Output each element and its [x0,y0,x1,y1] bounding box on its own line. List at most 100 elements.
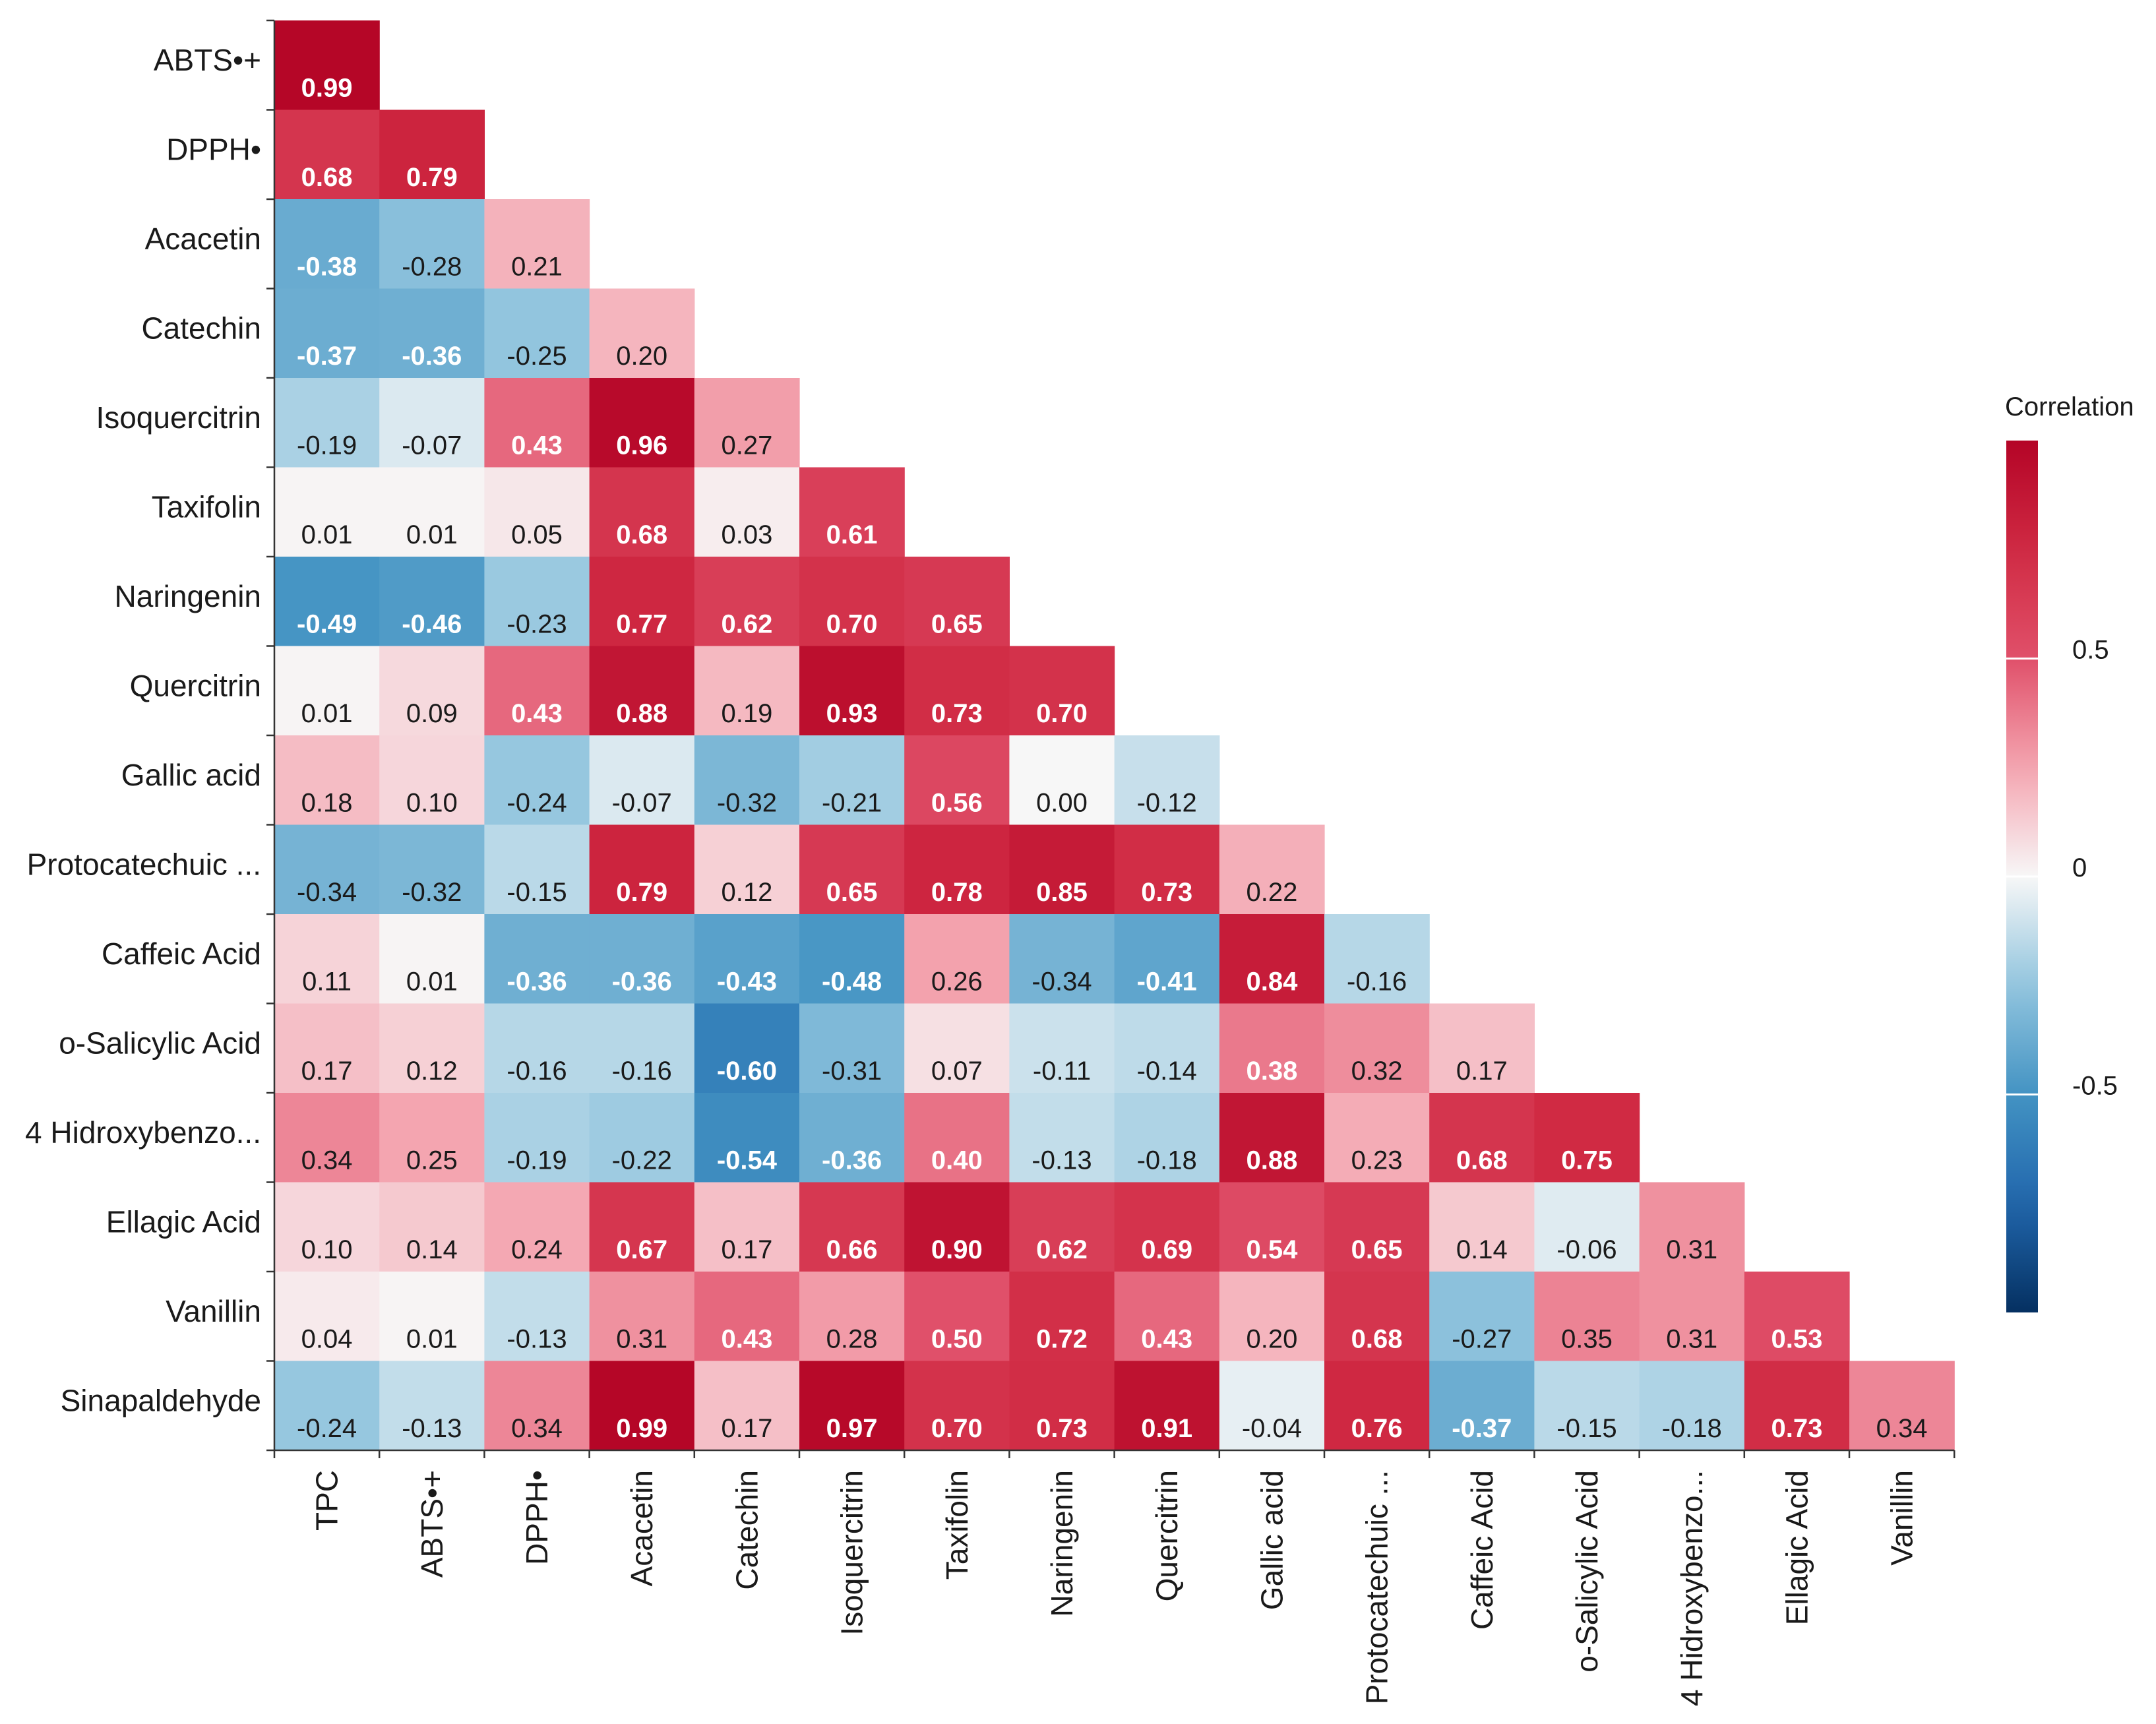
cell-value-label: 0.84 [1246,968,1298,997]
heatmap-cell [694,557,800,647]
cell-value-label: 0.69 [1141,1235,1192,1264]
heatmap-cell [904,1182,1010,1272]
heatmap-cell [274,557,380,647]
cell-value-label: -0.43 [717,968,777,997]
column-labels: TPC ABTS•+ DPPH• Acacetin Catechin Isoquercit… [310,1470,1919,1706]
heatmap-cell [1009,1272,1115,1362]
cell-value-label: 0.22 [1246,878,1297,907]
cell-value-label: 0.88 [616,699,667,728]
cell-value-label: 0.34 [511,1414,563,1443]
cell-value-label: -0.28 [402,253,462,282]
cell-value-label: 0.73 [931,699,983,728]
heatmap-cell [1324,1361,1430,1451]
cell-value-label: 0.99 [301,74,353,103]
cell-value-label: -0.04 [1242,1414,1302,1443]
cell-value-label: -0.37 [1452,1414,1512,1443]
cell-value-label: 0.72 [1036,1325,1088,1354]
heatmap-cell [484,467,590,557]
heatmap-cell [1114,914,1220,1004]
cell-value-label: 0.99 [616,1414,667,1443]
column-label: Protocatechuic ... [1360,1470,1394,1704]
heatmap-cell [694,1361,800,1451]
heatmap-cell [589,914,695,1004]
heatmap-cells: 0.99 0.68 0.79 -0.38 -0.28 0.21 -0.37 -0.36 -0.2… [274,20,1955,1451]
heatmap-cell [379,646,485,736]
cell-value-label: 0.53 [1771,1325,1822,1354]
cell-value-label: 0.20 [616,342,667,371]
cell-value-label: -0.32 [717,789,777,818]
heatmap-cell [274,1003,380,1093]
column-label: Isoquercitrin [835,1470,869,1636]
cell-value-label: -0.13 [1032,1146,1092,1175]
cell-value-label: -0.36 [612,968,672,997]
heatmap-cell [799,1003,905,1093]
cell-value-label: -0.16 [507,1057,567,1086]
cell-value-label: 0.73 [1036,1414,1088,1443]
column-label: Naringenin [1045,1470,1079,1616]
row-label: Sinapaldehyde [61,1384,261,1418]
cell-value-label: 0.88 [1246,1146,1297,1175]
heatmap-cell [799,1361,905,1451]
heatmap-cell [379,378,485,468]
heatmap-cell [484,1361,590,1451]
heatmap-cell [484,288,590,379]
heatmap-cell [694,1093,800,1183]
heatmap-cell [1219,824,1325,915]
heatmap-cell [1009,1182,1115,1272]
heatmap-cell [1429,1272,1535,1362]
cell-value-label: 0.21 [511,253,563,282]
row-label: Caffeic Acid [102,937,261,971]
heatmap-cell [904,1272,1010,1362]
row-label: Isoquercitrin [96,400,261,435]
cell-value-label: 0.10 [406,789,458,818]
column-label: TPC [310,1470,344,1531]
cell-value-label: 0.85 [1036,878,1088,907]
heatmap-cell [904,1003,1010,1093]
cell-value-label: 0.62 [1036,1235,1088,1264]
cell-value-label: 0.14 [406,1235,458,1264]
heatmap-cell [1219,1182,1325,1272]
heatmap-cell [274,467,380,557]
heatmap-cell [1114,824,1220,915]
cell-value-label: -0.23 [507,610,567,639]
cell-value-label: 0.43 [1141,1325,1192,1354]
cell-value-label: 0.61 [826,520,878,549]
heatmap-cell [484,1003,590,1093]
heatmap-cell [799,467,905,557]
heatmap-cell [379,1093,485,1183]
heatmap-cell [379,109,485,200]
heatmap-cell [1429,1003,1535,1093]
cell-value-label: 0.75 [1561,1146,1613,1175]
cell-value-label: 0.65 [1351,1235,1403,1264]
heatmap-cell [589,824,695,915]
cell-value-label: 0.90 [931,1235,983,1264]
heatmap-cell [694,824,800,915]
heatmap-cell [589,1182,695,1272]
row-label: Naringenin [115,579,261,613]
cell-value-label: -0.13 [507,1325,567,1354]
heatmap-cell [1534,1093,1640,1183]
heatmap-cell [1009,914,1115,1004]
cell-value-label: 0.26 [931,968,983,997]
column-label: Gallic acid [1254,1470,1289,1610]
heatmap-cell [1639,1272,1745,1362]
cell-value-label: 0.28 [826,1325,878,1354]
cell-value-label: -0.48 [822,968,882,997]
cell-value-label: 0.40 [931,1146,983,1175]
heatmap-cell [1219,1003,1325,1093]
heatmap-cell [1534,1182,1640,1272]
cell-value-label: -0.24 [297,1414,357,1443]
cell-value-label: -0.34 [1032,968,1092,997]
cell-value-label: 0.38 [1246,1057,1297,1086]
cell-value-label: -0.31 [822,1057,882,1086]
cell-value-label: -0.14 [1137,1057,1197,1086]
heatmap-cell [589,467,695,557]
heatmap-cell [274,20,380,111]
cell-value-label: 0.76 [1351,1414,1403,1443]
cell-value-label: -0.06 [1556,1235,1617,1264]
heatmap-cell [1219,1093,1325,1183]
cell-value-label: 0.34 [301,1146,353,1175]
column-label: Vanillin [1885,1470,1919,1566]
cell-value-label: 0.35 [1561,1325,1613,1354]
cell-value-label: 0.01 [406,968,458,997]
